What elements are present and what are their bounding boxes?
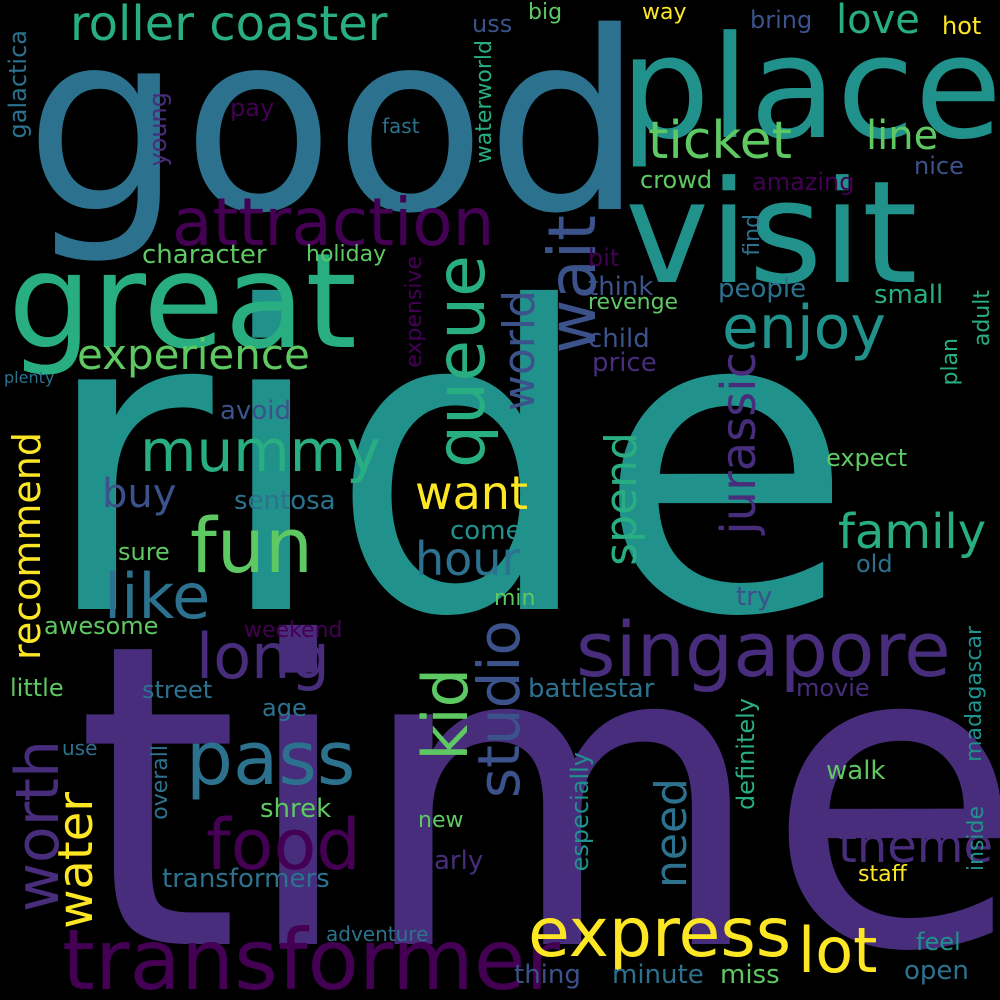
word-open: open — [904, 956, 969, 986]
word-especially: especially — [566, 752, 594, 872]
word-people: people — [718, 274, 807, 304]
word-holiday: holiday — [306, 242, 387, 267]
word-battlestar: battlestar — [528, 674, 655, 704]
word-time: time — [75, 555, 1000, 1000]
word-try: try — [736, 582, 773, 612]
word-adventure: adventure — [326, 922, 429, 946]
word-good: good — [25, 0, 644, 268]
word-food: food — [206, 804, 361, 886]
word-bit: bit — [588, 244, 620, 272]
word-use: use — [62, 736, 98, 760]
word-expensive: expensive — [402, 256, 427, 368]
word-bring: bring — [750, 6, 813, 34]
word-world: world — [494, 290, 545, 412]
word-crowd: crowd — [640, 166, 713, 194]
word-singapore: singapore — [576, 605, 951, 694]
word-nice: nice — [914, 152, 964, 180]
word-line: line — [866, 113, 939, 159]
word-roller-coaster: roller coaster — [70, 0, 388, 52]
word-staff: staff — [858, 862, 907, 887]
word-way: way — [642, 0, 687, 25]
word-feel: feel — [916, 928, 961, 956]
word-recommend: recommend — [5, 432, 49, 660]
word-queue: queue — [422, 255, 501, 469]
word-weekend: weekend — [244, 618, 343, 643]
word-early: early — [418, 846, 484, 876]
word-definitely: definitely — [732, 698, 760, 811]
word-fun: fun — [190, 501, 314, 590]
word-new: new — [418, 808, 464, 833]
word-long: long — [196, 620, 330, 693]
word-find: find — [740, 214, 765, 256]
word-big: big — [528, 0, 563, 25]
word-amazing: amazing — [752, 168, 855, 196]
word-child: child — [588, 324, 650, 354]
word-family: family — [838, 504, 987, 560]
word-hour: hour — [415, 532, 521, 586]
word-young: young — [144, 92, 172, 167]
word-ticket: ticket — [648, 111, 793, 171]
word-lot: lot — [798, 914, 878, 987]
word-plenty: plenty — [4, 368, 55, 387]
word-shrek: shrek — [260, 794, 332, 824]
word-avoid: avoid — [220, 396, 291, 426]
word-price: price — [592, 348, 657, 378]
word-attraction: attraction — [172, 184, 495, 261]
word-old: old — [856, 550, 893, 578]
word-sentosa: sentosa — [234, 486, 336, 516]
word-plan: plan — [938, 338, 963, 386]
word-come: come — [450, 516, 522, 546]
word-age: age — [262, 694, 307, 722]
word-need: need — [646, 778, 697, 888]
word-transformers: transformers — [162, 864, 330, 894]
word-love: love — [836, 0, 920, 43]
word-express: express — [528, 894, 792, 973]
word-little: little — [10, 674, 64, 702]
word-character: character — [142, 240, 267, 270]
word-spend: spend — [596, 432, 647, 566]
word-madagascar: madagascar — [962, 626, 987, 762]
word-like: like — [104, 560, 211, 633]
word-enjoy: enjoy — [722, 293, 886, 363]
word-awesome: awesome — [44, 612, 159, 640]
word-galactica: galactica — [4, 30, 32, 139]
word-kid: kid — [409, 668, 482, 761]
word-ride: ride — [40, 220, 855, 709]
word-min: min — [494, 586, 536, 611]
word-place: place — [620, 6, 1000, 171]
word-revenge: revenge — [588, 290, 679, 315]
word-fast: fast — [382, 114, 420, 138]
word-uss: uss — [472, 10, 513, 38]
word-miss: miss — [720, 960, 780, 990]
word-hot: hot — [942, 12, 982, 40]
word-theme: theme — [838, 818, 994, 874]
word-small: small — [874, 280, 944, 310]
word-buy: buy — [102, 471, 177, 517]
word-expect: expect — [826, 444, 908, 472]
word-experience: experience — [77, 330, 310, 379]
word-think: think — [588, 272, 654, 302]
word-movie: movie — [796, 674, 870, 702]
word-pay: pay — [230, 94, 275, 122]
word-great: great — [8, 225, 358, 379]
word-waterworld: waterworld — [472, 40, 497, 164]
word-transformer: transformer — [62, 911, 561, 1000]
word-sure: sure — [118, 538, 170, 566]
word-overall: overall — [148, 745, 173, 820]
word-water: water — [48, 792, 104, 929]
word-want: want — [415, 466, 529, 520]
word-walk: walk — [826, 756, 886, 786]
word-adult: adult — [970, 290, 995, 347]
word-street: street — [142, 676, 213, 704]
word-thing: thing — [514, 960, 581, 990]
word-jurassic: jurassic — [711, 352, 767, 535]
word-inside: inside — [964, 806, 989, 872]
word-mummy: mummy — [140, 417, 381, 485]
word-visit: visit — [625, 151, 918, 316]
word-pass: pass — [186, 716, 356, 802]
word-minute: minute — [612, 960, 704, 990]
